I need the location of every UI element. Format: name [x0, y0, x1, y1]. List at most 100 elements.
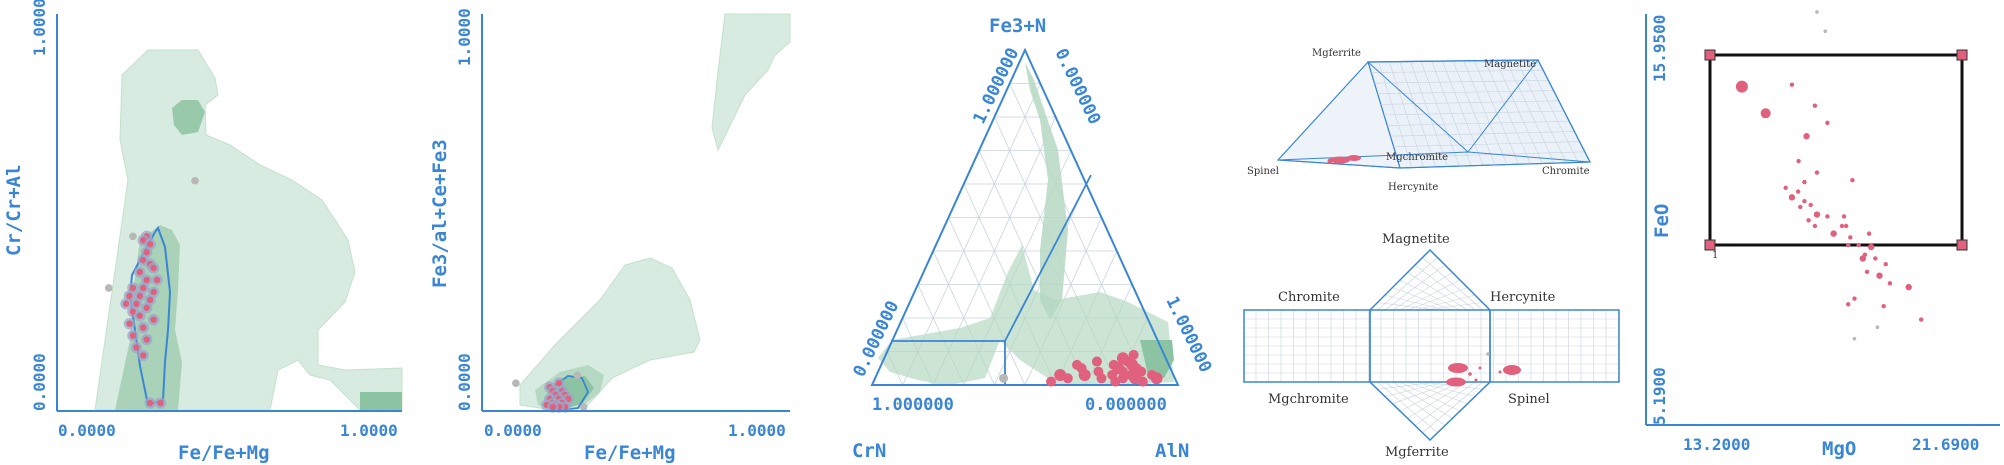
data-point	[1825, 120, 1830, 126]
data-point	[1918, 317, 1924, 322]
data-point	[146, 399, 154, 407]
data-point	[555, 380, 563, 387]
data-point	[1883, 261, 1888, 267]
x-tick-right: 1.0000	[728, 421, 786, 440]
outlier-point	[999, 373, 1009, 383]
data-point	[1850, 177, 1855, 183]
data-point	[140, 352, 147, 359]
prism-edge	[1537, 59, 1591, 163]
prism-gridline	[1377, 90, 1554, 95]
data-point	[1327, 158, 1333, 164]
data-point	[1806, 218, 1811, 223]
data-point	[1876, 272, 1883, 279]
x-axis-label: Fe/Fe+Mg	[584, 442, 676, 464]
data-point	[1125, 369, 1136, 380]
data-point	[1072, 359, 1083, 370]
data-point	[1091, 356, 1102, 367]
x-axis-label: MgO	[1822, 438, 1856, 460]
outlier-point	[579, 403, 588, 411]
data-point	[150, 264, 157, 272]
prism-gridline	[1380, 100, 1559, 105]
prism-edge	[1367, 61, 1469, 153]
data-point	[1468, 372, 1472, 376]
data-point	[1808, 202, 1813, 208]
x-tick-right: 1.0000	[340, 421, 398, 440]
data-point	[1881, 304, 1886, 309]
data-point	[1873, 256, 1878, 261]
outlier-point	[512, 379, 520, 388]
net-gridline	[1392, 272, 1453, 311]
corner-label: Mgferrite	[1385, 445, 1449, 460]
data-point	[1783, 185, 1788, 190]
data-point	[136, 292, 143, 300]
ternary-gridline	[948, 217, 1026, 386]
x-tick-left: 0.0000	[58, 421, 116, 440]
corner-label: Spinel	[1508, 392, 1550, 407]
net-gridline	[1399, 279, 1461, 311]
data-point	[157, 399, 164, 407]
net-gridline	[1384, 264, 1446, 311]
data-point	[136, 312, 143, 319]
prism-edge	[1467, 59, 1539, 153]
selection-box[interactable]	[1708, 53, 1964, 247]
data-point	[1735, 80, 1748, 93]
data-point	[1146, 369, 1157, 380]
corner-label: Chromite	[1542, 166, 1590, 177]
net-gridline	[1407, 272, 1468, 311]
data-point	[126, 292, 133, 300]
prism-gridline	[1383, 110, 1565, 116]
data-point	[126, 320, 133, 327]
data-point	[136, 268, 143, 276]
data-point	[1330, 156, 1350, 164]
data-point	[129, 332, 137, 339]
x-tick-left: 13.2000	[1683, 435, 1750, 454]
data-point	[1116, 352, 1129, 365]
data-point	[143, 276, 150, 284]
selection-handle[interactable]	[1704, 49, 1716, 61]
outlier-point	[191, 176, 199, 185]
data-point	[129, 284, 137, 292]
data-point	[1347, 155, 1361, 161]
data-point	[1789, 82, 1795, 87]
field-region-upper	[711, 13, 791, 152]
selection-handle[interactable]	[1956, 49, 1968, 61]
data-point	[1478, 366, 1482, 370]
field-region-lower	[878, 245, 1174, 386]
y-tick-top: 1.0000	[30, 0, 49, 56]
data-point	[140, 284, 147, 292]
unfolded-prism-plot: Magnetite Chromite Hercynite Mgchromite …	[1243, 232, 1620, 460]
selection-handle[interactable]	[1956, 239, 1968, 251]
edge-label-bottom-right: 0.000000	[1085, 395, 1167, 415]
data-point	[150, 316, 157, 323]
x-tick-right: 21.6900	[1912, 435, 1979, 454]
data-point	[1108, 359, 1119, 370]
data-point	[1848, 235, 1853, 240]
data-point	[1054, 368, 1067, 381]
edge-label-top-right: 0.000000	[1051, 45, 1105, 127]
data-point	[1812, 103, 1818, 108]
y-axis-label: Cr/Cr+Al	[3, 164, 25, 256]
net-gridline	[1414, 381, 1476, 426]
data-point	[1859, 255, 1867, 262]
field-region-upper	[1025, 62, 1068, 320]
data-point	[1802, 179, 1807, 185]
prism-gridline	[1374, 80, 1549, 84]
outlier-point	[1823, 29, 1828, 33]
data-point	[1856, 242, 1861, 248]
data-point	[133, 344, 140, 351]
outlier-point	[104, 284, 113, 292]
apex-label-right: AlN	[1155, 440, 1189, 462]
data-point	[1814, 170, 1820, 175]
field-region-core	[1140, 340, 1174, 378]
net-gridline	[1422, 381, 1483, 433]
data-point	[1128, 349, 1139, 360]
data-point	[1867, 243, 1875, 251]
data-point	[150, 288, 157, 296]
net-gridline	[1384, 381, 1446, 426]
x-tick-left: 0.0000	[484, 421, 542, 440]
selection-handle[interactable]	[1704, 239, 1716, 251]
corner-label: Hercynite	[1490, 290, 1556, 305]
prism-gridline	[1393, 141, 1580, 148]
data-point	[549, 403, 557, 411]
net-gridline	[1377, 257, 1438, 311]
